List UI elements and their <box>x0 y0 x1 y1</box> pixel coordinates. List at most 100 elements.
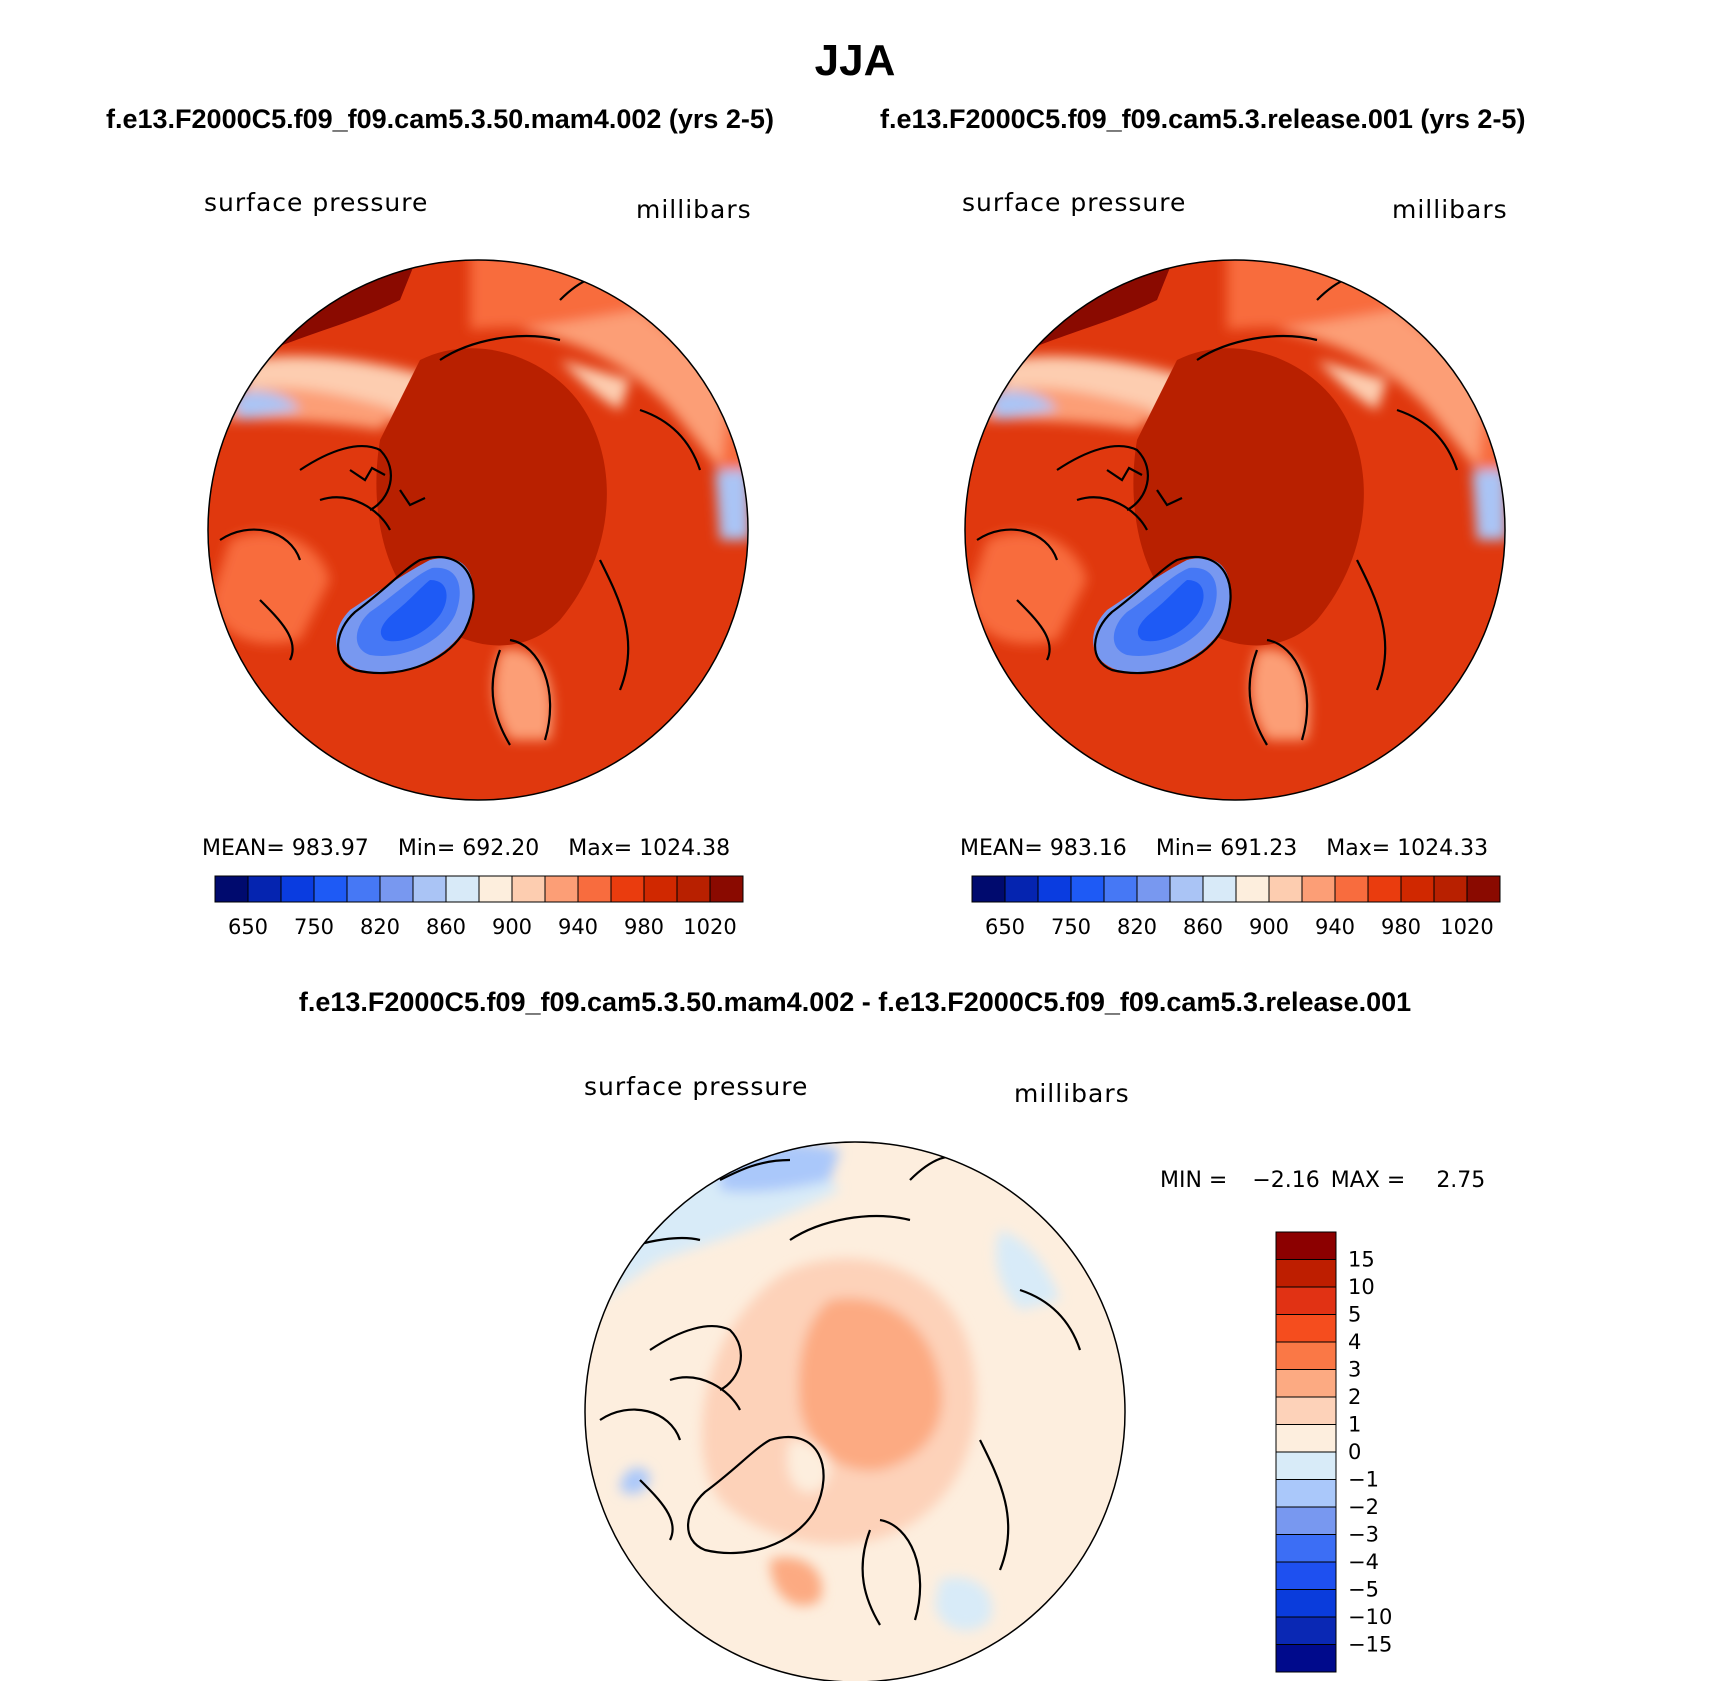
diff-colorbar-tick-label: −3 <box>1348 1523 1379 1547</box>
diff-colorbar-swatch <box>1275 1644 1337 1673</box>
panel2-colorbar-swatch <box>1334 875 1369 903</box>
panel2-case-title: f.e13.F2000C5.f09_f09.cam5.3.release.001… <box>880 104 1526 134</box>
diff-colorbar-swatch <box>1275 1286 1337 1315</box>
diff-minmax: MIN = −2.16 MAX = 2.75 <box>1160 1168 1485 1193</box>
diff-colorbar-tick-label: 5 <box>1348 1303 1361 1327</box>
panel1-variable-label: surface pressure <box>204 188 429 217</box>
panel2-colorbar-swatch <box>1202 875 1237 903</box>
panel2-greenland <box>1093 558 1231 673</box>
panel2-colorbar-swatch <box>1004 875 1039 903</box>
diff-colorbar-tick-label: 4 <box>1348 1330 1361 1354</box>
panel1-colorbar-swatch <box>313 875 348 903</box>
panel1-colorbar: 650 750 820 860 900 940 980 1020 <box>214 875 744 939</box>
panel1-colorbar-swatch <box>577 875 612 903</box>
diff-colorbar-swatch <box>1275 1231 1337 1260</box>
diff-colorbar-swatch <box>1275 1396 1337 1425</box>
diff-colorbar-tick-label: 15 <box>1348 1248 1375 1272</box>
panel2-colorbar-swatch <box>1235 875 1270 903</box>
panel1-colorbar-swatch <box>610 875 645 903</box>
diff-colorbar-swatch <box>1275 1424 1337 1453</box>
panel2-colorbar-tick-label: 1020 <box>1440 915 1493 939</box>
panel2-colorbar-swatch <box>1037 875 1072 903</box>
panel2-colorbar-tick-label: 820 <box>1117 915 1157 939</box>
panel1-min-value: 692.20 <box>462 836 540 861</box>
panel2-colorbar-swatch <box>1169 875 1204 903</box>
diff-colorbar-tick-label: 1 <box>1348 1413 1361 1437</box>
diff-colorbar-tick-label: 3 <box>1348 1358 1361 1382</box>
panel1-colorbar-swatch <box>247 875 282 903</box>
panel2-min-value: 691.23 <box>1220 836 1298 861</box>
panel1-colorbar-tick-label: 1020 <box>683 915 736 939</box>
panel1-colorbar-swatch <box>643 875 678 903</box>
diff-max-value: 2.75 <box>1436 1168 1486 1193</box>
figure-title: JJA <box>814 36 896 85</box>
diff-colorbar-tick-label: −10 <box>1348 1605 1392 1629</box>
panel1-colorbar-swatch <box>412 875 447 903</box>
panel1-colorbar-swatch <box>280 875 315 903</box>
panel2-map <box>965 260 1505 800</box>
panel2-colorbar-swatch <box>1070 875 1105 903</box>
panel1-mean-value: 983.97 <box>291 836 369 861</box>
panel1-colorbar-swatch <box>478 875 513 903</box>
diff-colorbar-swatch <box>1275 1451 1337 1480</box>
panel2-colorbar-swatch <box>1103 875 1138 903</box>
panel1-colorbar-swatch <box>214 875 249 903</box>
diff-colorbar-tick-label: −2 <box>1348 1495 1379 1519</box>
panel1-colorbar-tick-label: 980 <box>624 915 664 939</box>
diff-units-label: millibars <box>1014 1079 1130 1108</box>
panel2-colorbar-swatch <box>1268 875 1303 903</box>
diff-colorbar-tick-label: 2 <box>1348 1385 1361 1409</box>
panel2-colorbar-tick-label: 750 <box>1051 915 1091 939</box>
panel1-colorbar-swatch <box>346 875 381 903</box>
diff-map <box>585 1142 1125 1681</box>
panel1-map <box>208 260 748 800</box>
diff-min-label: MIN = <box>1160 1168 1228 1193</box>
panel2-stats: MEAN= 983.16 Min= 691.23 Max= 1024.33 <box>960 836 1489 861</box>
panel2-colorbar-tick-label: 860 <box>1183 915 1223 939</box>
diff-colorbar-tick-label: −5 <box>1348 1578 1379 1602</box>
panel1-colorbar-tick-label: 820 <box>360 915 400 939</box>
panel1-colorbar-swatch <box>709 875 744 903</box>
panel2-colorbar-swatch <box>971 875 1006 903</box>
diff-colorbar-swatch <box>1275 1616 1337 1645</box>
panel2-max-value: 1024.33 <box>1397 836 1489 861</box>
panel2-colorbar-tick-label: 980 <box>1381 915 1421 939</box>
panel1-greenland <box>336 558 474 673</box>
panel2-coastlines <box>976 275 1459 746</box>
diff-colorbar-swatch <box>1275 1369 1337 1398</box>
panel2-colorbar-swatch <box>1400 875 1435 903</box>
panel2-mean-value: 983.16 <box>1049 836 1127 861</box>
panel2-colorbar: 650 750 820 860 900 940 980 1020 <box>971 875 1501 939</box>
diff-colorbar-swatch <box>1275 1589 1337 1618</box>
panel1-colorbar-swatch <box>511 875 546 903</box>
panel1-colorbar-swatch <box>544 875 579 903</box>
panel1-colorbar-tick-label: 860 <box>426 915 466 939</box>
panel1-stats: MEAN= 983.97 Min= 692.20 Max= 1024.38 <box>202 836 731 861</box>
diff-case-title: f.e13.F2000C5.f09_f09.cam5.3.50.mam4.002… <box>298 987 1412 1017</box>
panel2-colorbar-swatch <box>1466 875 1501 903</box>
panel2-colorbar-swatch <box>1136 875 1171 903</box>
diff-colorbar-tick-label: 10 <box>1348 1275 1375 1299</box>
diff-colorbar-tick-label: 0 <box>1348 1440 1361 1464</box>
panel2-variable-label: surface pressure <box>962 188 1187 217</box>
diff-colorbar-swatch <box>1275 1341 1337 1370</box>
diff-colorbar-swatch <box>1275 1506 1337 1535</box>
panel1-colorbar-swatch <box>676 875 711 903</box>
diff-coastlines <box>599 1155 1082 1626</box>
diff-colorbar-tick-label: −4 <box>1348 1550 1379 1574</box>
diff-colorbar-swatch <box>1275 1561 1337 1590</box>
panel1-colorbar-tick-label: 900 <box>492 915 532 939</box>
diff-colorbar-swatch <box>1275 1479 1337 1508</box>
panel1-colorbar-tick-label: 750 <box>294 915 334 939</box>
diff-colorbar-swatch <box>1275 1534 1337 1563</box>
diff-min-value: −2.16 <box>1252 1168 1320 1193</box>
diff-colorbar-swatch <box>1275 1314 1337 1343</box>
diff-max-label: MAX = <box>1330 1168 1406 1193</box>
panel2-units-label: millibars <box>1392 195 1508 224</box>
panel1-max-value: 1024.38 <box>639 836 731 861</box>
panel1-colorbar-swatch <box>379 875 414 903</box>
panel2-colorbar-tick-label: 940 <box>1315 915 1355 939</box>
panel1-colorbar-swatch <box>445 875 480 903</box>
